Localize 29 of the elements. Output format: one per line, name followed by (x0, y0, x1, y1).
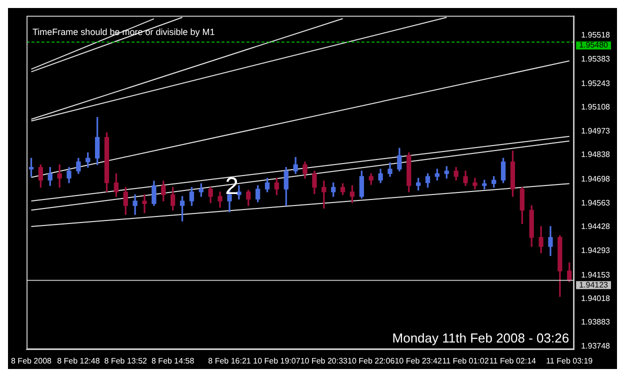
x-tick-label: 11 Feb 02:14 (489, 356, 537, 366)
x-tick-label: 8 Feb 14:58 (152, 356, 195, 366)
x-tick-label: 8 Feb 13:52 (104, 356, 148, 366)
x-tick-label: 8 Feb 12:48 (57, 356, 100, 366)
x-tick-label: 11 Feb 01:02 (442, 356, 490, 366)
x-tick-label: 11 Feb 03:19 (546, 356, 594, 366)
y-tick-label: 1.94973 (581, 126, 611, 136)
y-tick-label: 1.95518 (581, 30, 611, 40)
y-tick-label: 1.94153 (581, 270, 611, 280)
x-tick-label: 8 Feb 16:21 (208, 356, 252, 366)
annotation: Monday 11th Feb 2008 - 03:26 (392, 330, 570, 346)
x-tick-label: 10 Feb 22:06 (348, 356, 396, 366)
y-tick-label: 1.93748 (581, 341, 611, 350)
y-tick-label: 1.94838 (581, 150, 611, 160)
y-tick-label: 1.94428 (581, 222, 611, 232)
x-tick-label: 10 Feb 20:33 (300, 356, 348, 366)
y-tick-label: 1.95108 (581, 102, 611, 112)
y-tick-label: 1.94563 (581, 198, 611, 208)
ref-line-label: 1.95480 (579, 40, 609, 50)
y-tick-label: 1.94018 (581, 294, 611, 304)
y-tick-label: 1.93883 (581, 318, 611, 327)
y-tick-label: 1.95243 (581, 78, 611, 88)
y-tick-label: 1.94293 (581, 246, 611, 255)
x-tick-label: 8 Feb 2008 (10, 356, 52, 366)
y-tick-label: 1.94698 (581, 174, 611, 184)
x-tick-label: 10 Feb 23:42 (394, 356, 442, 366)
x-tick-label: 10 Feb 19:07 (253, 356, 301, 366)
y-tick-label: 1.95383 (581, 54, 611, 64)
ref-line-label: 1.94123 (579, 280, 609, 290)
